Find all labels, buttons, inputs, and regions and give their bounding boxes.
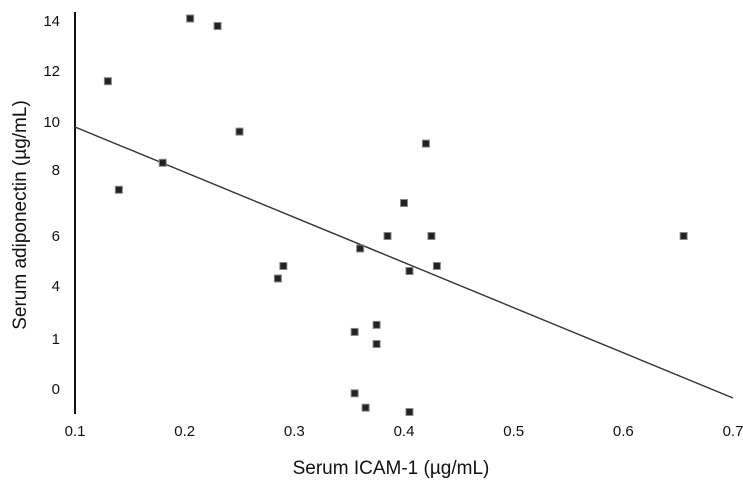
data-point — [432, 262, 441, 270]
x-tick-label: 0.3 — [284, 423, 305, 440]
x-tick-label: 0.2 — [174, 423, 195, 440]
data-points — [103, 14, 688, 416]
x-tick-label: 0.1 — [65, 423, 86, 440]
data-point — [235, 127, 244, 136]
x-axis-title: Serum ICAM-1 (µg/mL) — [293, 458, 490, 479]
data-point — [186, 14, 195, 23]
data-point — [372, 340, 381, 348]
plot-area — [74, 12, 734, 414]
data-point — [103, 77, 112, 86]
y-tick-label: 4 — [52, 278, 60, 295]
x-tick-label: 0.4 — [394, 423, 415, 440]
data-point — [372, 320, 381, 329]
y-tick-label: 10 — [43, 114, 60, 131]
data-point — [213, 22, 222, 30]
data-point — [361, 403, 370, 412]
data-point — [350, 327, 359, 336]
data-point — [427, 232, 436, 240]
y-tick-label: 1 — [52, 331, 60, 348]
x-tick-label: 0.5 — [503, 423, 524, 440]
x-tick-labels: 0.1 0.2 0.3 0.4 0.5 0.6 0.7 — [65, 423, 743, 440]
x-tick-label: 0.7 — [723, 423, 743, 440]
x-tick-label: 0.6 — [613, 423, 634, 440]
data-point — [356, 244, 365, 253]
data-point — [350, 389, 359, 398]
data-point — [273, 274, 282, 283]
y-axis-title: Serum adiponectin (µg/mL) — [10, 100, 31, 330]
trend-line — [74, 126, 734, 399]
data-point — [400, 199, 408, 207]
data-point — [679, 232, 688, 240]
data-point — [114, 185, 123, 194]
data-point — [383, 232, 392, 240]
y-tick-label: 0 — [52, 381, 60, 398]
y-tick-label: 6 — [52, 228, 60, 245]
data-point — [158, 158, 167, 167]
data-point — [405, 408, 414, 416]
y-tick-label: 14 — [43, 13, 60, 30]
data-point — [279, 262, 288, 270]
data-point — [421, 139, 430, 148]
data-point — [405, 267, 414, 275]
y-tick-label: 8 — [52, 162, 60, 179]
y-tick-label: 12 — [43, 63, 60, 80]
